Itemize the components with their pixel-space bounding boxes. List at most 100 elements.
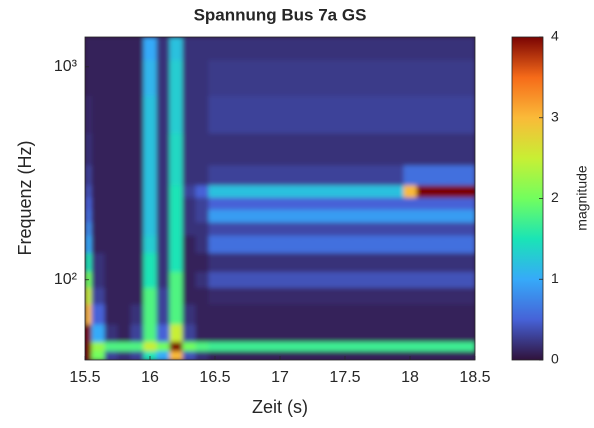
heatmap-cell	[299, 221, 314, 236]
x-tick-label: 17	[271, 369, 289, 386]
heatmap-cell	[455, 235, 470, 254]
heatmap-cell	[338, 323, 353, 342]
heatmap-cell	[442, 184, 457, 198]
colorbar-tick-label: 0	[551, 351, 559, 367]
heatmap-cell	[169, 271, 184, 288]
heatmap-cell	[468, 350, 475, 360]
heatmap-cell	[429, 95, 444, 134]
heatmap-cell	[416, 37, 431, 61]
heatmap-cell	[117, 221, 132, 236]
heatmap-cell	[104, 350, 119, 360]
heatmap-cell	[442, 59, 457, 96]
heatmap-cell	[91, 197, 106, 210]
heatmap-cell	[377, 164, 392, 186]
heatmap-cell	[429, 323, 444, 342]
heatmap-cell	[455, 59, 470, 96]
heatmap-cell	[169, 209, 184, 223]
heatmap-cell	[234, 271, 249, 288]
heatmap-cell	[143, 221, 158, 236]
heatmap-cell	[117, 95, 132, 134]
heatmap-cell	[312, 197, 327, 210]
heatmap-cell	[299, 184, 314, 198]
heatmap	[85, 37, 475, 360]
heatmap-cell	[130, 209, 145, 223]
heatmap-cell	[455, 184, 470, 198]
heatmap-cell	[195, 287, 210, 305]
heatmap-cell	[325, 164, 340, 186]
heatmap-cell	[429, 221, 444, 236]
heatmap-cell	[234, 287, 249, 305]
heatmap-cell	[169, 350, 184, 360]
heatmap-cell	[390, 132, 405, 166]
heatmap-cell	[468, 271, 475, 288]
heatmap-cell	[325, 209, 340, 223]
heatmap-cell	[312, 323, 327, 342]
heatmap-cell	[260, 209, 275, 223]
colorbar-label: magnitude	[574, 165, 590, 231]
heatmap-cell	[117, 209, 132, 223]
heatmap-cell	[247, 59, 262, 96]
heatmap-cell	[273, 164, 288, 186]
heatmap-cell	[351, 271, 366, 288]
heatmap-cell	[91, 37, 106, 61]
heatmap-cell	[195, 59, 210, 96]
heatmap-cell	[143, 184, 158, 198]
heatmap-cell	[286, 95, 301, 134]
heatmap-cell	[117, 341, 132, 352]
heatmap-cell	[91, 221, 106, 236]
heatmap-cell	[351, 59, 366, 96]
heatmap-cell	[117, 132, 132, 166]
heatmap-cell	[104, 132, 119, 166]
heatmap-cell	[260, 235, 275, 254]
heatmap-cell	[117, 287, 132, 305]
colorbar-tick-label: 4	[551, 28, 559, 44]
heatmap-cell	[325, 95, 340, 134]
heatmap-cell	[104, 323, 119, 342]
heatmap-cell	[312, 350, 327, 360]
heatmap-cell	[468, 287, 475, 305]
heatmap-cell	[390, 221, 405, 236]
heatmap-cell	[312, 209, 327, 223]
heatmap-cell	[208, 164, 223, 186]
heatmap-cell	[91, 252, 106, 272]
heatmap-cell	[416, 341, 431, 352]
heatmap-cell	[377, 132, 392, 166]
heatmap-cell	[169, 95, 184, 134]
heatmap-cell	[234, 132, 249, 166]
heatmap-cell	[299, 209, 314, 223]
heatmap-cell	[312, 303, 327, 325]
heatmap-cell	[208, 59, 223, 96]
heatmap-cell	[468, 221, 475, 236]
heatmap-cell	[130, 271, 145, 288]
heatmap-cell	[234, 323, 249, 342]
heatmap-cell	[429, 341, 444, 352]
heatmap-cell	[221, 132, 236, 166]
heatmap-cell	[273, 95, 288, 134]
heatmap-cell	[351, 303, 366, 325]
heatmap-cell	[260, 303, 275, 325]
heatmap-cell	[85, 303, 93, 325]
heatmap-cell	[403, 323, 418, 342]
heatmap-cell	[234, 221, 249, 236]
heatmap-cell	[351, 350, 366, 360]
heatmap-cell	[208, 341, 223, 352]
heatmap-cell	[234, 37, 249, 61]
heatmap-cell	[299, 164, 314, 186]
heatmap-cell	[234, 197, 249, 210]
heatmap-cell	[442, 252, 457, 272]
heatmap-cell	[299, 271, 314, 288]
heatmap-cell	[338, 95, 353, 134]
heatmap-cell	[273, 303, 288, 325]
heatmap-cell	[325, 132, 340, 166]
heatmap-cell	[195, 303, 210, 325]
heatmap-cell	[299, 37, 314, 61]
heatmap-cell	[351, 323, 366, 342]
heatmap-cell	[169, 37, 184, 61]
heatmap-cell	[143, 350, 158, 360]
heatmap-cell	[351, 164, 366, 186]
heatmap-cell	[403, 287, 418, 305]
heatmap-cell	[208, 221, 223, 236]
heatmap-cell	[364, 95, 379, 134]
heatmap-cell	[182, 59, 197, 96]
